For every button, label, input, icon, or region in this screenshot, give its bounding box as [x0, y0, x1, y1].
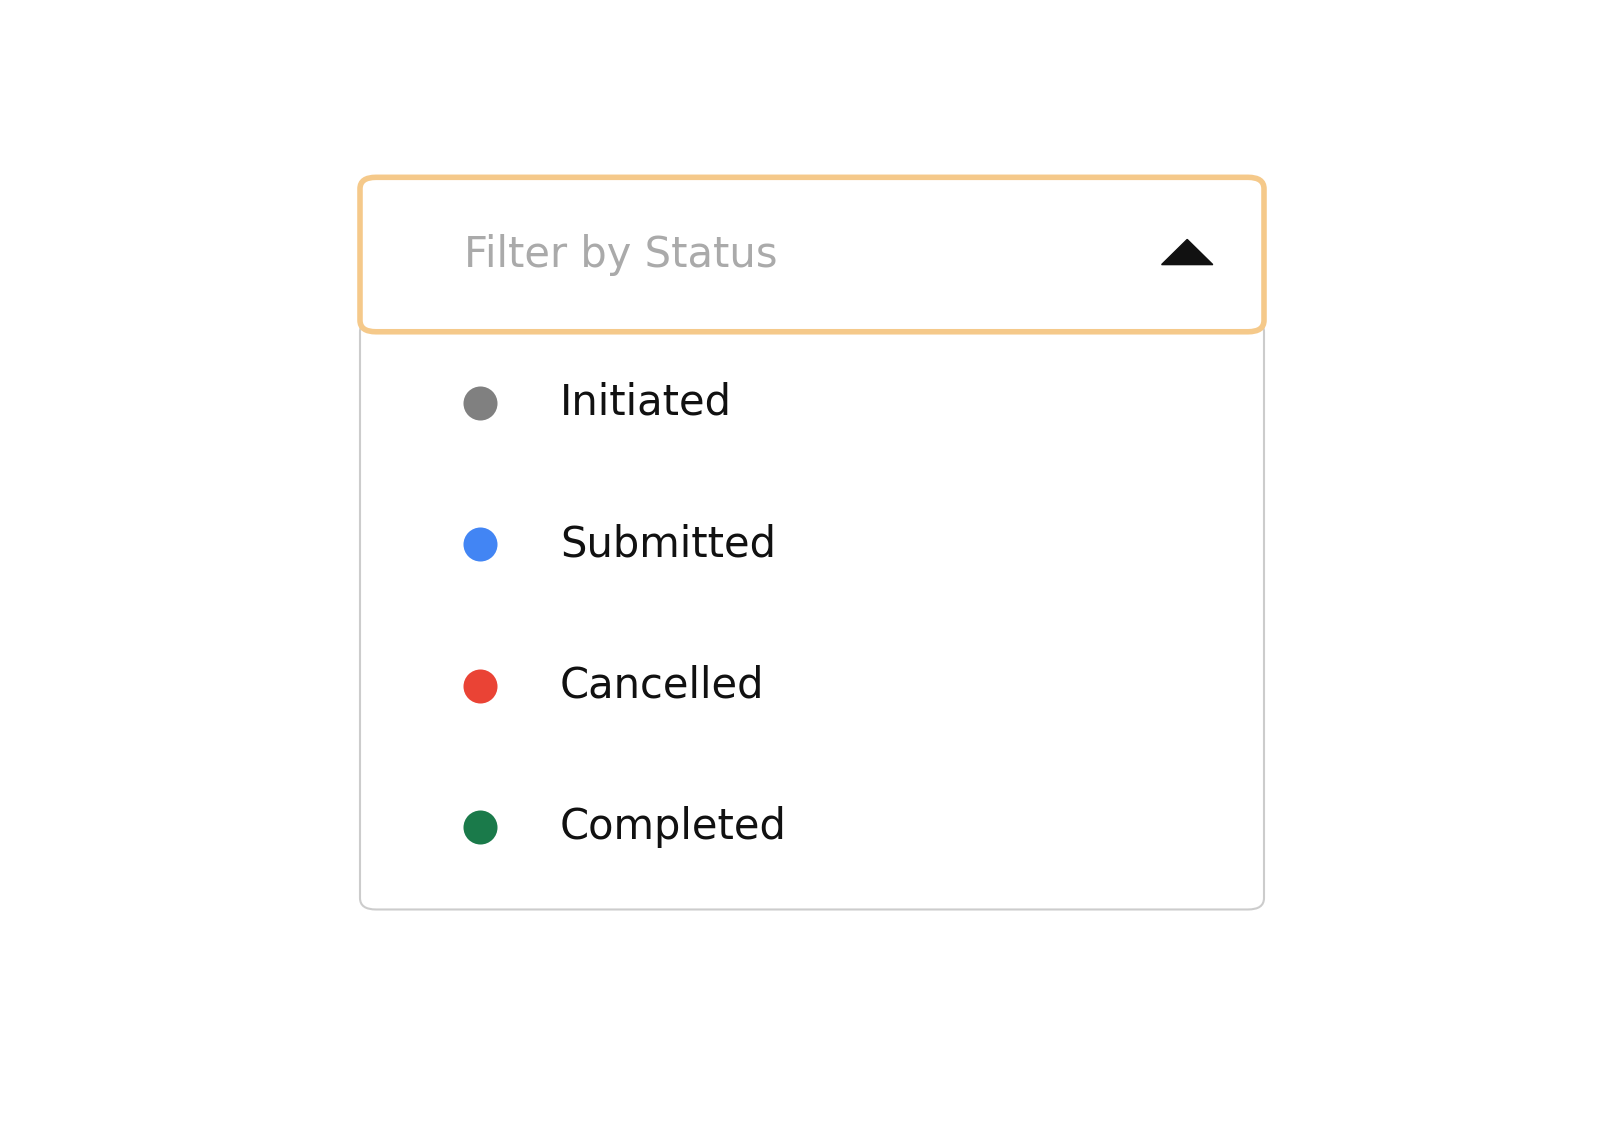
- Polygon shape: [1162, 239, 1213, 264]
- Point: [467, 676, 493, 694]
- Point: [467, 818, 493, 836]
- Text: Cancelled: Cancelled: [560, 665, 765, 707]
- Point: [467, 394, 493, 412]
- Point: [467, 535, 493, 554]
- Text: Submitted: Submitted: [560, 523, 776, 565]
- Text: Filter by Status: Filter by Status: [464, 233, 778, 276]
- FancyBboxPatch shape: [360, 320, 1264, 909]
- Text: Completed: Completed: [560, 807, 787, 848]
- Text: Initiated: Initiated: [560, 382, 733, 423]
- FancyBboxPatch shape: [360, 177, 1264, 332]
